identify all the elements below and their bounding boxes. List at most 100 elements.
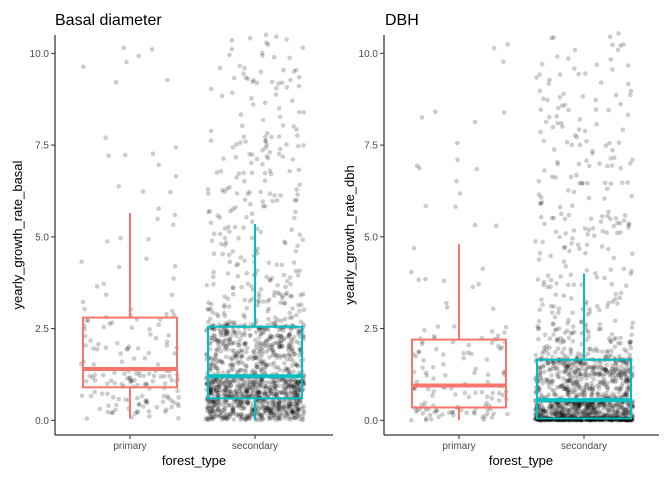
data-point [230, 405, 235, 411]
data-point [137, 370, 142, 375]
data-point [213, 379, 218, 384]
data-point [210, 310, 216, 315]
data-point [268, 345, 274, 351]
data-point [274, 262, 280, 268]
data-point [589, 411, 595, 416]
data-point [567, 408, 572, 414]
data-point [295, 133, 300, 138]
data-point [574, 410, 579, 415]
data-point [600, 349, 605, 355]
data-point [272, 289, 278, 295]
data-point [585, 312, 591, 317]
data-point [208, 416, 213, 422]
data-point [279, 405, 285, 410]
data-point [432, 409, 437, 415]
data-point [557, 72, 563, 77]
data-point [260, 345, 265, 351]
data-point [613, 216, 619, 221]
data-point [292, 415, 298, 421]
data-point [548, 303, 554, 309]
data-point [567, 389, 572, 395]
data-point [622, 392, 628, 398]
data-point [126, 344, 132, 350]
data-point [570, 339, 576, 344]
data-point [281, 386, 287, 392]
data-point [590, 366, 596, 372]
x-axis-title-dbh: forest_type [489, 453, 553, 468]
data-point [444, 300, 449, 306]
data-point [286, 347, 291, 353]
data-point [239, 353, 245, 359]
data-point [565, 363, 571, 369]
data-point [106, 153, 111, 158]
data-point [587, 409, 593, 415]
data-point [537, 385, 542, 391]
data-point [301, 110, 307, 115]
data-point [256, 390, 262, 395]
data-point [616, 372, 621, 378]
data-point [547, 77, 552, 83]
data-point [175, 388, 180, 394]
data-point [215, 393, 220, 398]
data-point [557, 234, 562, 240]
data-point [154, 404, 160, 410]
data-point [211, 358, 216, 363]
data-point [501, 370, 506, 376]
data-point [615, 409, 620, 414]
data-point [293, 385, 299, 391]
data-point [286, 343, 292, 348]
data-point [565, 363, 570, 369]
data-point [231, 75, 237, 81]
data-point [281, 336, 287, 341]
data-point [96, 341, 101, 347]
data-point [267, 149, 273, 155]
data-point [600, 380, 606, 386]
data-point [253, 386, 259, 391]
data-point [544, 343, 550, 349]
data-point [586, 227, 591, 232]
data-point [540, 406, 545, 411]
data-point [569, 390, 575, 395]
data-point [257, 349, 263, 354]
data-point [555, 405, 560, 411]
data-point [79, 259, 84, 264]
data-point [622, 218, 627, 223]
data-point [579, 320, 584, 325]
data-point [242, 405, 247, 411]
data-point [533, 239, 538, 244]
data-point [272, 400, 278, 406]
data-point [618, 385, 623, 391]
data-point [263, 138, 268, 144]
data-point [276, 383, 282, 389]
data-point [276, 412, 281, 418]
data-point [266, 316, 271, 322]
x-ticks-dbh: primary secondary [442, 435, 607, 452]
data-point [113, 407, 118, 413]
data-point [281, 337, 287, 343]
data-point [289, 315, 295, 320]
data-point [559, 413, 564, 419]
data-point [257, 326, 263, 332]
data-point [231, 400, 236, 405]
data-point [227, 319, 232, 325]
data-point [614, 386, 620, 391]
data-point [273, 92, 279, 97]
data-point [616, 140, 622, 145]
data-point [596, 370, 602, 375]
data-point [583, 410, 589, 415]
data-point [267, 277, 272, 283]
data-point [271, 321, 277, 326]
data-point [629, 268, 634, 274]
x-axis-title-basal: forest_type [162, 453, 226, 468]
data-point [586, 334, 592, 339]
data-point [626, 414, 631, 419]
data-point [594, 121, 599, 127]
data-point [600, 412, 606, 417]
data-point [607, 34, 613, 40]
data-point [570, 310, 575, 316]
data-point [594, 410, 599, 416]
data-point [534, 75, 539, 80]
data-point [250, 368, 256, 373]
data-point [271, 334, 276, 340]
data-point [248, 393, 254, 399]
